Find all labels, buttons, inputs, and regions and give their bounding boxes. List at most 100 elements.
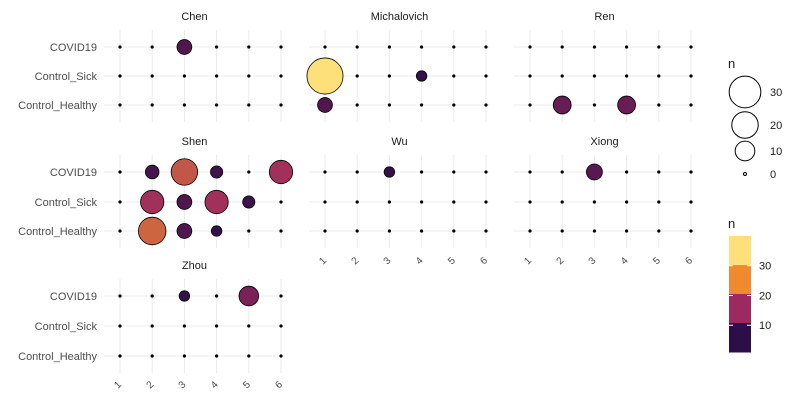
- x-tick-label-wu-1: 1: [317, 255, 329, 267]
- point-shen-control-healthy-1: [118, 229, 122, 233]
- size-legend-key-10: [734, 140, 756, 162]
- point-wu-covid19-3: [383, 166, 396, 178]
- point-wu-control-sick-1: [323, 200, 327, 204]
- point-zhou-control-healthy-1: [118, 354, 122, 358]
- point-ren-covid19-4: [625, 45, 629, 49]
- point-xiong-control-sick-4: [625, 200, 629, 204]
- x-tick-label-zhou-5: 5: [241, 379, 253, 391]
- y-tick-label-shen-control-sick: Control_Sick: [35, 197, 98, 209]
- point-chen-control-healthy-4: [215, 103, 219, 107]
- point-zhou-covid19-5: [238, 285, 260, 307]
- x-tick-label-wu-4: 4: [414, 255, 426, 267]
- point-xiong-covid19-1: [528, 170, 532, 174]
- y-tick-label-shen-control-healthy: Control_Healthy: [18, 226, 97, 238]
- point-xiong-covid19-5: [657, 170, 661, 174]
- point-wu-covid19-4: [420, 170, 424, 174]
- facet-title-michalovich: Michalovich: [371, 11, 428, 23]
- point-wu-control-sick-3: [387, 200, 391, 204]
- size-legend-title: n: [728, 56, 735, 71]
- point-michalovich-covid19-3: [387, 45, 391, 49]
- point-ren-control-healthy-3: [592, 103, 597, 107]
- point-ren-control-sick-2: [560, 74, 564, 78]
- point-ren-covid19-2: [560, 45, 564, 49]
- point-ren-control-sick-4: [625, 74, 629, 78]
- size-legend-label-0: 0: [770, 169, 776, 181]
- point-michalovich-covid19-5: [452, 45, 456, 49]
- point-zhou-control-sick-6: [279, 324, 283, 328]
- point-michalovich-control-healthy-6: [484, 103, 488, 107]
- point-michalovich-covid19-1: [323, 45, 327, 49]
- point-michalovich-covid19-2: [355, 45, 359, 49]
- x-tick-label-zhou-1: 1: [112, 379, 124, 391]
- point-ren-covid19-3: [592, 45, 597, 49]
- point-ren-control-sick-3: [592, 74, 597, 78]
- point-chen-control-sick-6: [279, 74, 283, 78]
- x-tick-label-wu-2: 2: [350, 255, 362, 267]
- point-chen-control-healthy-2: [150, 103, 154, 107]
- point-xiong-control-healthy-1: [528, 229, 532, 233]
- point-michalovich-control-healthy-2: [355, 103, 359, 107]
- point-ren-control-healthy-4: [617, 95, 636, 115]
- point-wu-covid19-1: [323, 170, 327, 174]
- point-xiong-covid19-6: [689, 170, 693, 174]
- point-shen-covid19-1: [118, 170, 122, 174]
- point-shen-control-healthy-2: [138, 216, 167, 246]
- point-michalovich-control-healthy-1: [317, 97, 333, 113]
- point-chen-control-sick-3: [182, 74, 186, 78]
- point-zhou-control-healthy-6: [279, 354, 283, 358]
- size-legend-key-30: [728, 75, 762, 109]
- point-wu-covid19-5: [452, 170, 456, 174]
- point-michalovich-control-sick-6: [484, 74, 488, 78]
- point-wu-control-healthy-5: [452, 229, 456, 233]
- point-michalovich-covid19-6: [484, 45, 488, 49]
- facet-title-chen: Chen: [181, 11, 207, 23]
- point-shen-covid19-2: [144, 164, 160, 180]
- point-zhou-covid19-2: [150, 294, 154, 298]
- point-michalovich-control-sick-4: [415, 70, 428, 82]
- y-tick-label-chen-covid19: COVID19: [50, 42, 97, 54]
- facet-title-ren: Ren: [594, 11, 614, 23]
- color-legend-swatch-3: [729, 323, 751, 353]
- y-tick-label-shen-covid19: COVID19: [50, 167, 97, 179]
- point-ren-control-sick-1: [528, 74, 532, 78]
- point-wu-control-healthy-6: [484, 229, 488, 233]
- color-legend-swatch-1: [729, 265, 751, 295]
- size-legend-key-20: [731, 111, 759, 139]
- color-legend-label-20: 20: [759, 290, 771, 302]
- point-michalovich-control-healthy-5: [452, 103, 456, 107]
- point-wu-covid19-6: [484, 170, 488, 174]
- size-legend-label-10: 10: [770, 146, 782, 158]
- point-michalovich-control-sick-2: [355, 74, 359, 78]
- point-xiong-control-sick-6: [689, 200, 693, 204]
- point-xiong-covid19-4: [625, 170, 629, 174]
- point-shen-covid19-6: [268, 159, 294, 185]
- x-tick-label-zhou-3: 3: [177, 379, 189, 391]
- point-chen-control-sick-5: [247, 74, 251, 78]
- point-zhou-control-healthy-5: [247, 354, 251, 358]
- point-chen-control-healthy-5: [247, 103, 251, 107]
- y-tick-label-zhou-control-healthy: Control_Healthy: [18, 351, 97, 363]
- point-shen-control-sick-4: [204, 189, 229, 215]
- point-wu-control-healthy-1: [323, 229, 327, 233]
- point-xiong-control-sick-2: [560, 200, 564, 204]
- color-legend-label-10: 10: [759, 320, 771, 332]
- size-legend-key-0: [743, 172, 747, 176]
- point-zhou-control-sick-2: [150, 324, 154, 328]
- facet-title-wu: Wu: [391, 136, 407, 148]
- point-michalovich-covid19-4: [420, 45, 424, 49]
- point-michalovich-control-sick-5: [452, 74, 456, 78]
- point-ren-control-sick-5: [657, 74, 661, 78]
- point-zhou-control-healthy-3: [182, 354, 186, 358]
- point-shen-covid19-4: [210, 165, 224, 179]
- point-chen-covid19-2: [150, 45, 154, 49]
- point-shen-control-healthy-4: [210, 225, 223, 237]
- point-xiong-control-healthy-4: [625, 229, 629, 233]
- point-chen-control-sick-2: [150, 74, 154, 78]
- point-shen-control-healthy-3: [176, 223, 193, 239]
- point-shen-control-sick-5: [242, 195, 256, 209]
- point-chen-control-sick-1: [118, 74, 122, 78]
- point-zhou-control-sick-3: [182, 324, 186, 328]
- point-chen-covid19-6: [279, 45, 283, 49]
- point-xiong-control-healthy-5: [657, 229, 661, 233]
- y-tick-label-chen-control-sick: Control_Sick: [35, 71, 98, 83]
